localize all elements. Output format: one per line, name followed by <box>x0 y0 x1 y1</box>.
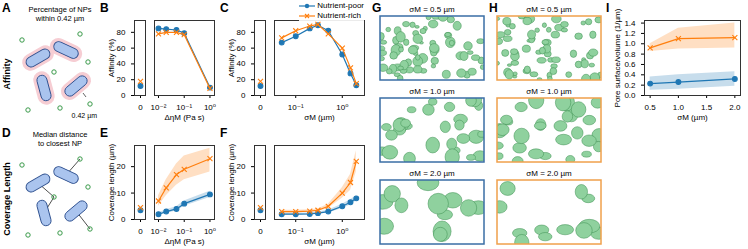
svg-text:σM (µm): σM (µm) <box>304 113 335 122</box>
svg-text:Percentage of NPs: Percentage of NPs <box>29 5 92 14</box>
svg-text:2.0: 2.0 <box>729 103 741 112</box>
svg-text:10⁻¹: 10⁻¹ <box>176 103 192 112</box>
svg-text:1.2: 1.2 <box>624 29 636 38</box>
html-text:A: A <box>2 1 11 15</box>
svg-text:0.5: 0.5 <box>645 103 657 112</box>
svg-text:σM = 1.0 µm: σM = 1.0 µm <box>409 87 455 96</box>
svg-text:1.4: 1.4 <box>624 19 636 28</box>
svg-text:σM = 1.0 µm: σM = 1.0 µm <box>526 87 572 96</box>
svg-text:20: 20 <box>117 162 126 171</box>
svg-text:0: 0 <box>121 215 126 224</box>
svg-text:40: 40 <box>237 59 246 68</box>
svg-text:0: 0 <box>258 227 263 236</box>
svg-text:0: 0 <box>138 227 143 236</box>
html-text:I: I <box>606 1 610 15</box>
svg-text:60: 60 <box>237 44 246 53</box>
svg-text:1.5: 1.5 <box>701 103 713 112</box>
svg-text:0.42 µm: 0.42 µm <box>72 112 98 120</box>
svg-text:within 0.42 µm: within 0.42 µm <box>35 14 85 23</box>
svg-text:Affinity (%): Affinity (%) <box>107 38 116 77</box>
html-text:Nutrient-poor: Nutrient-poor <box>317 1 364 10</box>
svg-text:10⁰: 10⁰ <box>204 227 216 236</box>
svg-text:0: 0 <box>258 103 263 112</box>
svg-text:80: 80 <box>237 28 246 37</box>
svg-text:10⁻¹: 10⁻¹ <box>176 227 192 236</box>
svg-text:0: 0 <box>121 91 126 100</box>
svg-text:Affinity: Affinity <box>2 59 12 90</box>
svg-text:10⁻¹: 10⁻¹ <box>288 227 304 236</box>
svg-text:1.0: 1.0 <box>624 39 636 48</box>
html-text:H: H <box>489 1 498 15</box>
svg-text:σM (µm): σM (µm) <box>304 237 335 246</box>
svg-text:20: 20 <box>237 162 246 171</box>
svg-text:σM (µm): σM (µm) <box>677 113 708 122</box>
svg-text:σM = 2.0 µm: σM = 2.0 µm <box>409 169 455 178</box>
svg-text:10⁻²: 10⁻² <box>151 227 167 236</box>
svg-text:0.6: 0.6 <box>624 60 636 69</box>
svg-text:10⁻¹: 10⁻¹ <box>288 103 304 112</box>
svg-text:10: 10 <box>117 189 126 198</box>
svg-text:0.8: 0.8 <box>624 50 636 59</box>
html-text:E: E <box>100 126 108 140</box>
svg-text:Coverage length (µm): Coverage length (µm) <box>227 143 236 221</box>
svg-text:0: 0 <box>241 215 246 224</box>
svg-text:10⁻²: 10⁻² <box>151 103 167 112</box>
html-text:C: C <box>220 1 229 15</box>
svg-text:20: 20 <box>237 75 246 84</box>
svg-text:80: 80 <box>117 28 126 37</box>
svg-text:60: 60 <box>117 44 126 53</box>
html-text:D: D <box>2 126 11 140</box>
svg-text:10⁰: 10⁰ <box>336 227 348 236</box>
svg-text:1.0: 1.0 <box>673 103 685 112</box>
html-text:F: F <box>220 126 228 140</box>
svg-text:20: 20 <box>117 75 126 84</box>
svg-text:0: 0 <box>241 91 246 100</box>
svg-text:10⁰: 10⁰ <box>336 103 348 112</box>
svg-text:0.0: 0.0 <box>624 91 636 100</box>
svg-text:σM = 0.5 µm: σM = 0.5 µm <box>526 5 572 14</box>
svg-text:Affinity (%): Affinity (%) <box>227 38 236 77</box>
svg-text:ΔηM (Pa s): ΔηM (Pa s) <box>164 237 204 246</box>
svg-text:Pore surface/volume (1/µm): Pore surface/volume (1/µm) <box>613 8 622 107</box>
svg-text:0.2: 0.2 <box>624 81 636 90</box>
svg-text:σM = 0.5 µm: σM = 0.5 µm <box>409 5 455 14</box>
svg-text:10⁰: 10⁰ <box>204 103 216 112</box>
svg-text:ΔηM (Pa s): ΔηM (Pa s) <box>164 113 204 122</box>
html-text:B: B <box>100 1 109 15</box>
svg-text:to closest NP: to closest NP <box>38 139 82 148</box>
svg-text:Coverage Length: Coverage Length <box>2 162 12 236</box>
svg-text:40: 40 <box>117 59 126 68</box>
svg-text:10: 10 <box>237 189 246 198</box>
svg-text:Coverage length (µm): Coverage length (µm) <box>107 143 116 221</box>
svg-text:0.4: 0.4 <box>624 70 636 79</box>
svg-text:0: 0 <box>138 103 143 112</box>
svg-text:Median distance: Median distance <box>33 130 88 139</box>
html-text:G: G <box>372 1 382 15</box>
svg-text:σM = 2.0 µm: σM = 2.0 µm <box>526 169 572 178</box>
html-text:Nutrient-rich: Nutrient-rich <box>317 11 361 20</box>
